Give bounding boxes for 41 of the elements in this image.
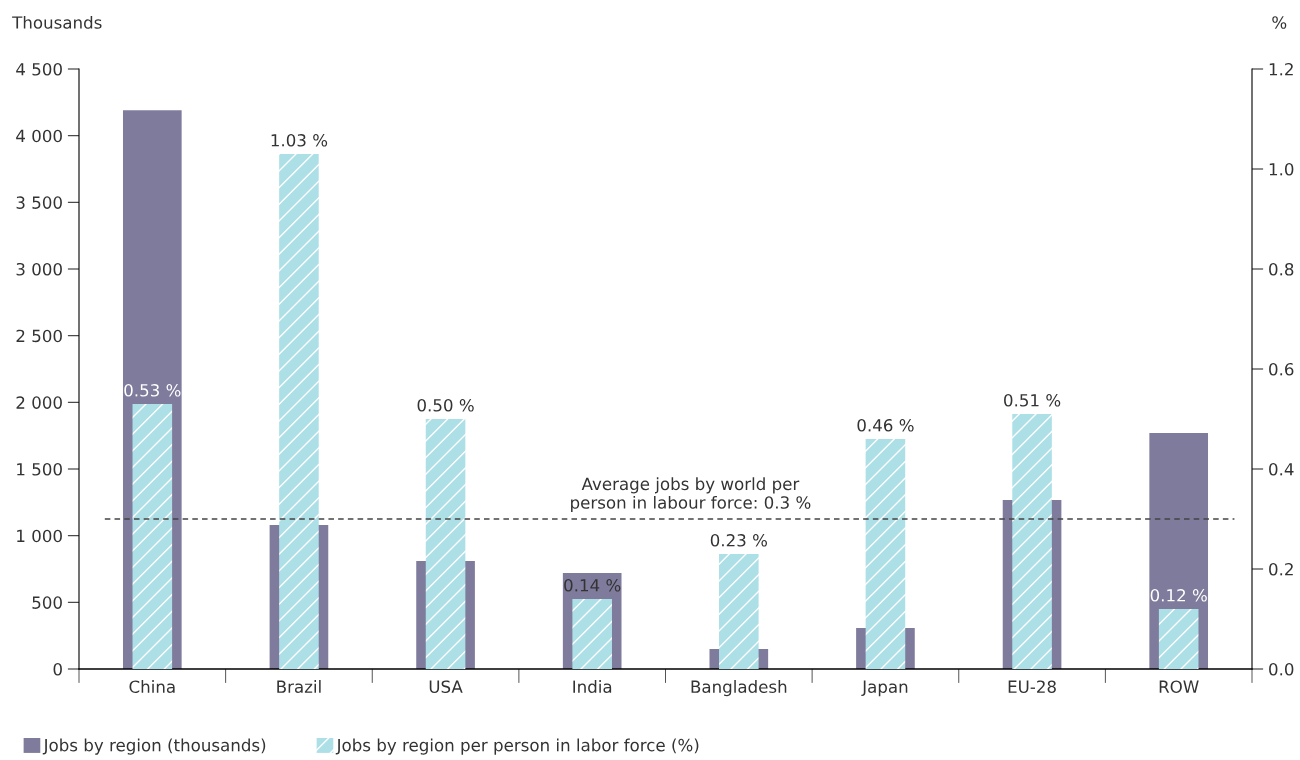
x-tick-label: Bangladesh bbox=[691, 680, 787, 697]
y-axis-title: Thousands bbox=[12, 15, 102, 29]
data-label: 0.53 % bbox=[124, 384, 181, 397]
y-tick-label: 3 000 bbox=[16, 262, 62, 276]
data-label: 0.12 % bbox=[1150, 589, 1207, 602]
bar bbox=[132, 404, 173, 669]
y2-tick-label: 0.8 bbox=[1269, 262, 1294, 276]
y2-axis-title: % bbox=[1272, 16, 1287, 29]
y-tick-label: 4 500 bbox=[16, 62, 62, 76]
x-tick-label: India bbox=[573, 680, 612, 694]
y-tick-label: 4 000 bbox=[16, 129, 62, 143]
data-label: 0.51 % bbox=[1004, 394, 1061, 407]
data-label: 0.46 % bbox=[857, 419, 914, 432]
y-tick-label: 2 500 bbox=[16, 329, 62, 343]
y2-tick-label: 1.2 bbox=[1269, 62, 1293, 76]
y-tick-label: 1 000 bbox=[17, 529, 62, 543]
x-tick-label: China bbox=[129, 680, 175, 694]
legend-label: Jobs by region per person in labor force (%) bbox=[335, 738, 699, 755]
y-tick-label: 500 bbox=[32, 596, 62, 609]
y2-tick-label: 0.0 bbox=[1269, 662, 1294, 676]
x-tick-label: Japan bbox=[861, 680, 908, 697]
y-tick-label: 1 500 bbox=[17, 462, 62, 476]
y-tick-label: 0 bbox=[53, 662, 62, 676]
legend-label: Jobs by region (thousands) bbox=[42, 738, 266, 755]
y2-tick-label: 0.2 bbox=[1269, 562, 1293, 576]
bar bbox=[1158, 609, 1199, 669]
y2-tick-label: 1.0 bbox=[1269, 162, 1294, 176]
x-tick-label: Brazil bbox=[277, 680, 321, 694]
y-tick-label: 3 500 bbox=[16, 196, 62, 209]
bar bbox=[572, 599, 612, 669]
data-label: 0.14 % bbox=[564, 579, 621, 592]
ref-line-label: Average jobs by world per person in labour force: 0.3 % bbox=[571, 477, 811, 513]
data-label: 1.03 % bbox=[271, 134, 328, 147]
y2-tick-label: 0.6 bbox=[1269, 362, 1294, 376]
y2-tick-label: 0.4 bbox=[1269, 462, 1294, 476]
y-tick-label: 2 000 bbox=[16, 396, 62, 409]
data-label: 0.50 % bbox=[417, 399, 474, 412]
data-label: 0.23 % bbox=[710, 534, 768, 547]
x-tick-label: EU-28 bbox=[1008, 680, 1056, 694]
x-tick-label: USA bbox=[429, 680, 463, 694]
x-tick-label: ROW bbox=[1159, 680, 1199, 694]
